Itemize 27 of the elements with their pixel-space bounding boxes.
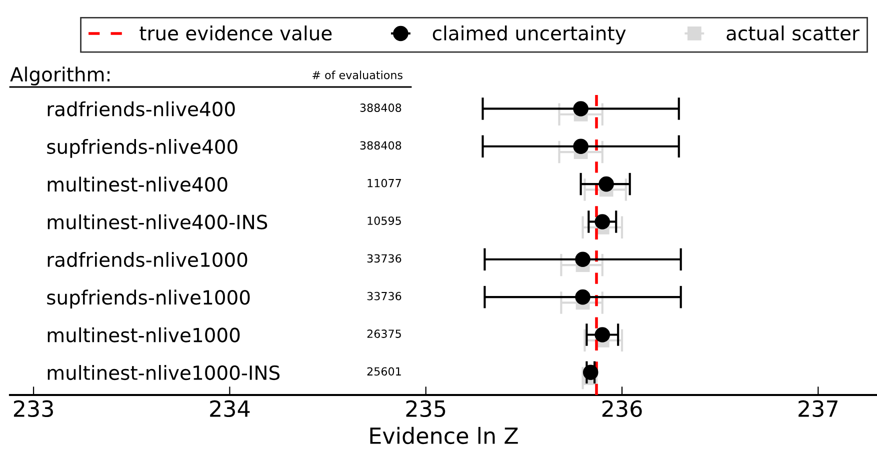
annotation: 388408 xyxy=(360,141,402,150)
annotation: 10595 xyxy=(368,216,401,225)
y-tick-label: multinest-nlive1000-INS xyxy=(48,365,280,380)
y-tick-label: multinest-nlive1000 xyxy=(48,327,240,342)
x-tick-label: 237 xyxy=(798,400,838,418)
x-axis-title: Evidence ln Z xyxy=(370,426,518,444)
annotation: 26375 xyxy=(367,330,401,338)
annotation: 388408 xyxy=(360,104,402,112)
y-tick-label: radfriends-nlive400 xyxy=(48,101,235,116)
y-tick-label: multinest-nlive400 xyxy=(48,176,228,192)
annotation: 11077 xyxy=(368,178,401,188)
legend-label: claimed uncertainty xyxy=(432,26,626,44)
text: # of evaluations xyxy=(312,70,402,80)
annotation: 33736 xyxy=(367,254,402,263)
y-tick-label: supfriends-nlive400 xyxy=(47,139,238,158)
y-tick-label: radfriends-nlive1000 xyxy=(48,252,248,268)
y-axis-title: Algorithm: xyxy=(10,66,110,86)
x-tick-label: 236 xyxy=(602,400,642,418)
annotation: 33736 xyxy=(367,292,402,300)
y-tick-label: supfriends-nlive1000 xyxy=(47,290,250,308)
legend-label: actual scatter xyxy=(726,26,860,41)
x-tick-label: 233 xyxy=(14,400,53,418)
y-tick-label: multinest-nlive400-INS xyxy=(48,214,268,230)
legend-label: true evidence value xyxy=(140,26,332,41)
x-tick-label: 235 xyxy=(406,400,446,418)
annotation: 25601 xyxy=(367,367,401,376)
x-tick-label: 234 xyxy=(210,400,250,418)
